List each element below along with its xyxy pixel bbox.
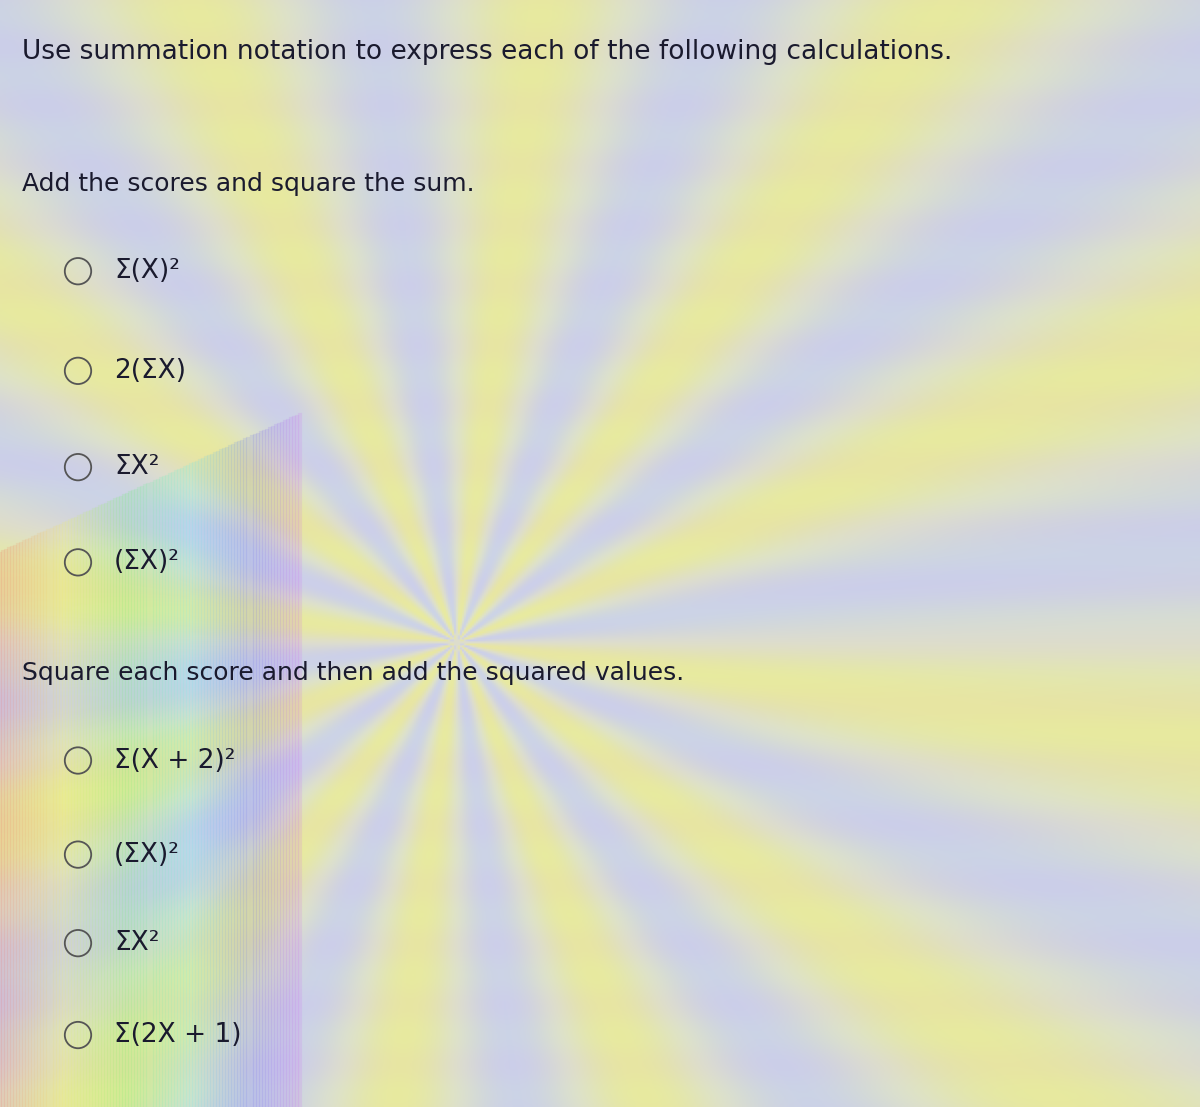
Text: 2(ΣX): 2(ΣX)	[114, 358, 186, 384]
Text: Square each score and then add the squared values.: Square each score and then add the squar…	[22, 661, 684, 685]
Text: Σ(2X + 1): Σ(2X + 1)	[114, 1022, 241, 1048]
Text: ΣX²: ΣX²	[114, 930, 160, 956]
Text: (ΣX)²: (ΣX)²	[114, 549, 180, 576]
Text: Σ(X + 2)²: Σ(X + 2)²	[114, 747, 235, 774]
Text: Add the scores and square the sum.: Add the scores and square the sum.	[22, 172, 474, 196]
Text: (ΣX)²: (ΣX)²	[114, 841, 180, 868]
Text: Use summation notation to express each of the following calculations.: Use summation notation to express each o…	[22, 39, 952, 64]
Text: ΣX²: ΣX²	[114, 454, 160, 480]
Text: Σ(X)²: Σ(X)²	[114, 258, 180, 284]
